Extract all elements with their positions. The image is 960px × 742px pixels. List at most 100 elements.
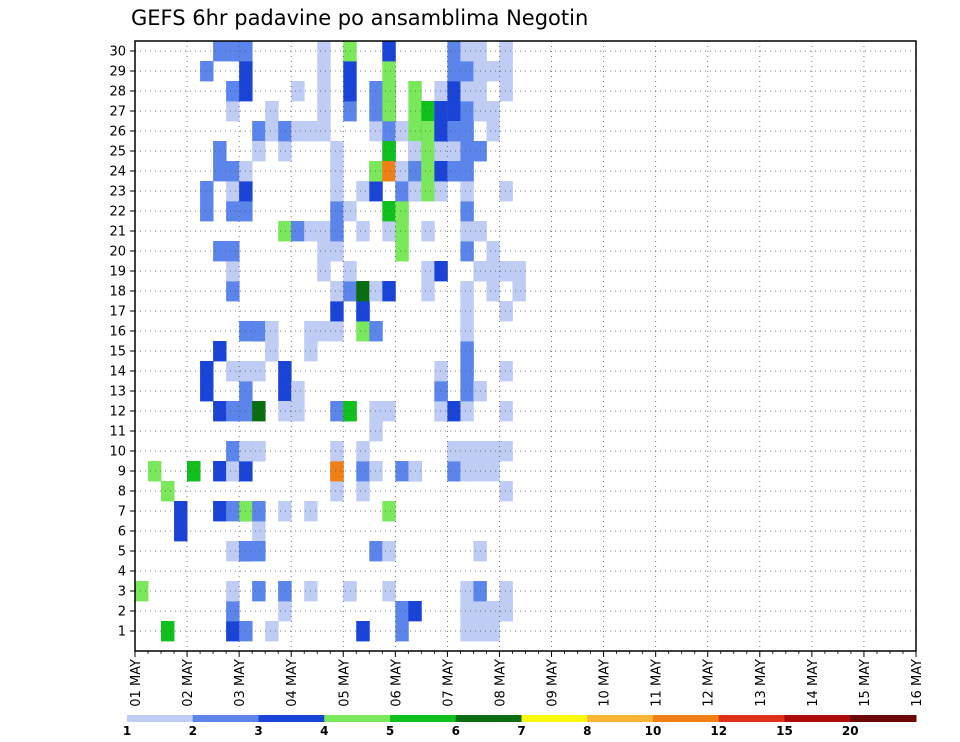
heatmap-cell: [434, 161, 448, 182]
heatmap-cell: [382, 281, 396, 302]
heatmap-cell: [447, 41, 461, 62]
y-tick-label: 2: [118, 605, 126, 620]
heatmap-cell: [421, 261, 435, 282]
heatmap-cell: [265, 621, 279, 642]
heatmap-cell: [226, 441, 240, 462]
heatmap-cell: [447, 81, 461, 102]
heatmap-cell: [213, 161, 227, 182]
heatmap-cell: [395, 461, 409, 482]
heatmap-cell: [395, 181, 409, 202]
heatmap-cell: [499, 81, 513, 102]
heatmap-cell: [330, 441, 344, 462]
heatmap-cell: [382, 121, 396, 142]
heatmap-cell: [460, 161, 474, 182]
colorbar-label: 20: [842, 724, 859, 738]
x-tick-label: 11 MAY: [650, 659, 665, 707]
heatmap-cell: [213, 41, 227, 62]
heatmap-cell: [226, 361, 240, 382]
colorbar-label: 4: [320, 724, 328, 738]
heatmap-cell: [291, 221, 305, 242]
heatmap-cell: [330, 321, 344, 342]
heatmap-cell: [291, 121, 305, 142]
heatmap-cell: [395, 221, 409, 242]
heatmap-cell: [226, 401, 240, 422]
heatmap-cell: [330, 481, 344, 502]
colorbar-swatch: [653, 715, 720, 722]
colorbar-swatch: [521, 715, 588, 722]
cells-layer: [135, 41, 526, 642]
heatmap-cell: [265, 121, 279, 142]
heatmap-cell: [343, 81, 357, 102]
heatmap-cell: [343, 261, 357, 282]
heatmap-cell: [161, 481, 175, 502]
x-tick-label: 12 MAY: [702, 659, 717, 707]
y-tick-label: 15: [109, 345, 126, 360]
heatmap-cell: [447, 101, 461, 122]
heatmap-cell: [278, 501, 292, 522]
heatmap-cell: [434, 261, 448, 282]
heatmap-cell: [499, 481, 513, 502]
colorbar-label: 6: [452, 724, 460, 738]
heatmap-cell: [460, 241, 474, 262]
heatmap-cell: [499, 601, 513, 622]
colorbar-label: 7: [517, 724, 525, 738]
heatmap-cell: [226, 41, 240, 62]
heatmap-cell: [382, 61, 396, 82]
heatmap-cell: [460, 441, 474, 462]
heatmap-cell: [421, 101, 435, 122]
heatmap-cell: [265, 101, 279, 122]
heatmap-cell: [434, 101, 448, 122]
heatmap-cell: [382, 221, 396, 242]
heatmap-cell: [226, 201, 240, 222]
heatmap-cell: [317, 41, 331, 62]
heatmap-cell: [460, 361, 474, 382]
heatmap-cell: [330, 301, 344, 322]
colorbar-swatch: [784, 715, 851, 722]
heatmap-cell: [356, 221, 370, 242]
heatmap-cell: [447, 161, 461, 182]
heatmap-cell: [226, 81, 240, 102]
heatmap-cell: [499, 41, 513, 62]
heatmap-cell: [486, 281, 500, 302]
x-tick-label: 13 MAY: [754, 659, 769, 707]
heatmap-cell: [252, 441, 266, 462]
heatmap-cell: [434, 401, 448, 422]
x-tick-label: 06 MAY: [389, 659, 404, 707]
heatmap-cell: [460, 121, 474, 142]
heatmap-cell: [317, 221, 331, 242]
y-tick-label: 16: [109, 325, 126, 340]
heatmap-cell: [512, 261, 526, 282]
heatmap-cell: [382, 581, 396, 602]
chart-title: GEFS 6hr padavine po ansamblima Negotin: [131, 6, 589, 30]
heatmap-cell: [213, 461, 227, 482]
heatmap-cell: [265, 321, 279, 342]
heatmap-cell: [343, 401, 357, 422]
heatmap-cell: [447, 141, 461, 162]
y-tick-label: 25: [109, 145, 126, 160]
heatmap-cell: [421, 121, 435, 142]
y-tick-label: 6: [118, 525, 126, 540]
heatmap-cell: [200, 381, 214, 402]
y-tick-label: 26: [109, 125, 126, 140]
y-tick-label: 21: [109, 225, 126, 240]
heatmap-cell: [252, 401, 266, 422]
heatmap-cell: [382, 101, 396, 122]
heatmap-cell: [421, 281, 435, 302]
y-tick-label: 8: [118, 485, 126, 500]
heatmap-cell: [226, 621, 240, 642]
colorbar-swatch: [455, 715, 522, 722]
heatmap-cell: [356, 321, 370, 342]
heatmap-cell: [369, 421, 383, 442]
heatmap-cell: [499, 401, 513, 422]
colorbar-label: 1: [123, 724, 131, 738]
heatmap-cell: [499, 441, 513, 462]
y-tick-label: 7: [118, 505, 126, 520]
heatmap-cell: [343, 201, 357, 222]
heatmap-cell: [421, 181, 435, 202]
heatmap-cell: [421, 141, 435, 162]
y-tick-label: 12: [109, 405, 126, 420]
heatmap-cell: [460, 181, 474, 202]
heatmap-cell: [486, 441, 500, 462]
heatmap-cell: [486, 461, 500, 482]
x-tick-label: 04 MAY: [285, 659, 300, 707]
